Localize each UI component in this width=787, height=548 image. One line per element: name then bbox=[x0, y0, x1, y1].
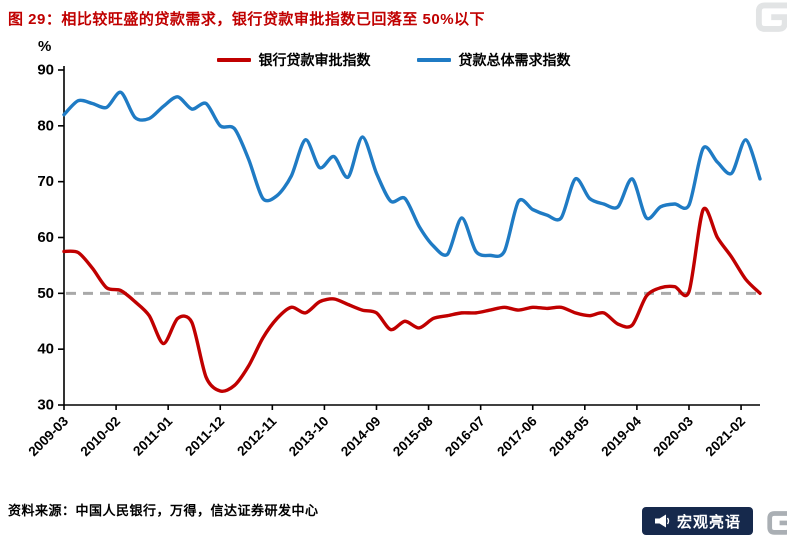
legend-item-demand-index: 贷款总体需求指数 bbox=[416, 50, 571, 70]
y-tick-label: 50 bbox=[37, 285, 54, 302]
axes bbox=[63, 66, 760, 406]
y-tick-label: 40 bbox=[37, 341, 54, 358]
series-line-approval bbox=[62, 206, 762, 393]
corner-brand-logo bbox=[761, 506, 787, 543]
x-tick-label: 2019-04 bbox=[598, 413, 644, 459]
chart-legend: 银行贷款审批指数 贷款总体需求指数 bbox=[0, 50, 787, 70]
brand-watermark-badge: 宏观亮语 bbox=[641, 507, 753, 535]
y-tick-label: 70 bbox=[37, 173, 54, 190]
series-line-demand bbox=[62, 90, 762, 259]
y-tick-label: 30 bbox=[37, 397, 54, 414]
x-tick-label: 2016-07 bbox=[442, 414, 488, 460]
x-tick-label: 2013-10 bbox=[286, 414, 332, 460]
y-tick-label: 60 bbox=[37, 229, 54, 246]
megaphone-icon bbox=[654, 514, 670, 528]
x-tick-label: 2009-03 bbox=[25, 413, 71, 459]
brand-watermark-text: 宏观亮语 bbox=[676, 513, 741, 531]
legend-item-approval-index: 银行贷款审批指数 bbox=[216, 50, 371, 70]
x-tick-label: 2014-09 bbox=[338, 414, 384, 460]
y-tick-label: 90 bbox=[37, 62, 54, 79]
x-tick-label: 2012-11 bbox=[234, 413, 279, 458]
x-tick-label: 2011-01 bbox=[130, 413, 175, 458]
data-source-note: 资料来源：中国人民银行，万得，信达证券研发中心 bbox=[8, 503, 319, 518]
x-tick-label: 2010-02 bbox=[78, 414, 124, 460]
demand-line-swatch bbox=[416, 58, 451, 62]
legend-label-demand: 贷款总体需求指数 bbox=[458, 52, 571, 68]
x-tick-label: 2020-03 bbox=[650, 413, 696, 459]
approval-line-swatch bbox=[216, 58, 251, 62]
x-tick-label: 2015-08 bbox=[390, 413, 436, 459]
y-axis-unit-label: % bbox=[38, 38, 52, 55]
y-tick-label: 80 bbox=[37, 117, 54, 134]
x-tick-label: 2017-06 bbox=[494, 413, 540, 459]
figure-title: 图 29：相比较旺盛的贷款需求，银行贷款审批指数已回落至 50%以下 bbox=[8, 11, 486, 28]
x-tick-label: 2021-02 bbox=[703, 414, 749, 460]
legend-label-approval: 银行贷款审批指数 bbox=[258, 52, 371, 68]
x-tick-label: 2018-05 bbox=[546, 413, 592, 459]
x-tick-label: 2011-12 bbox=[182, 414, 227, 459]
corner-brand-logo-top bbox=[749, 0, 787, 41]
